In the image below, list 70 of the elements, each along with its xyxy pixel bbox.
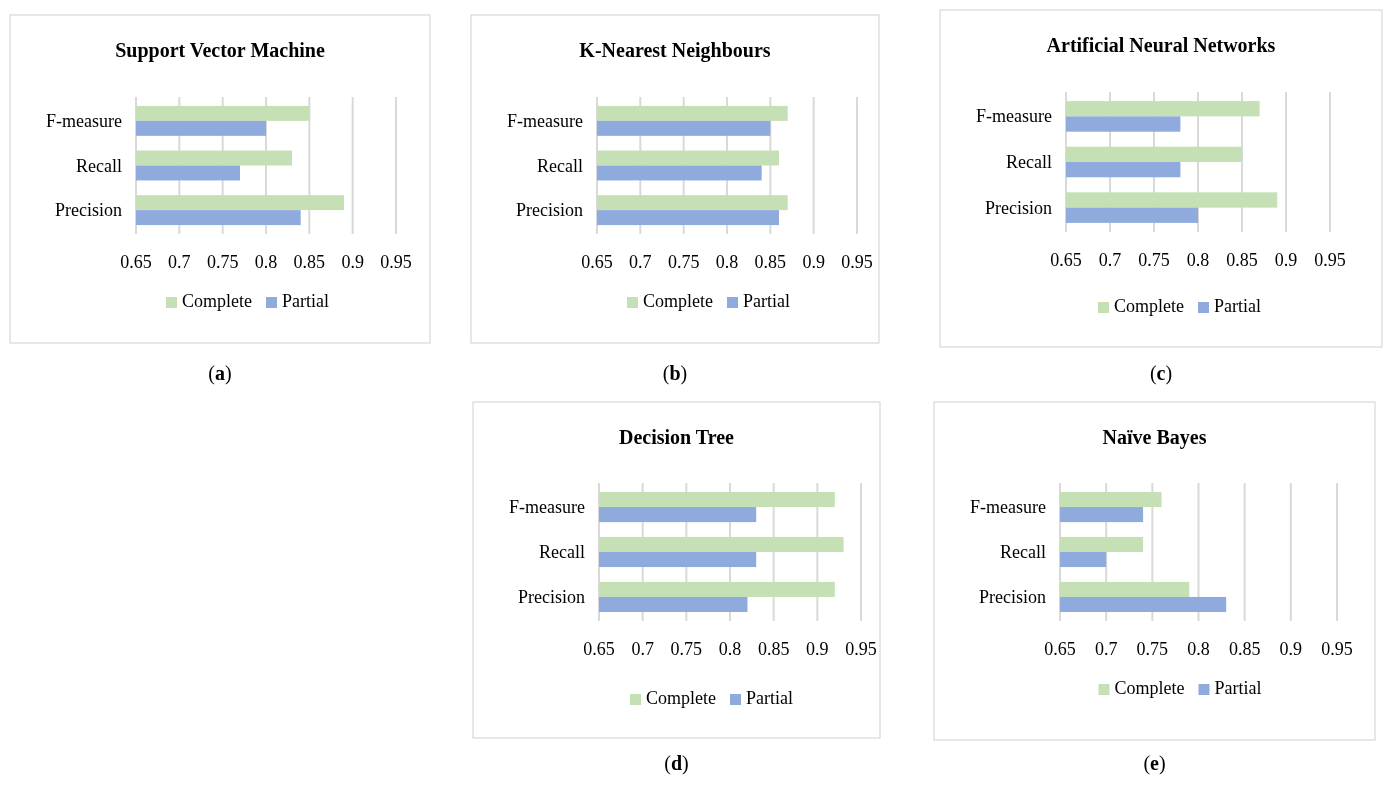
x-tick-label: 0.9 [341,252,364,272]
y-tick-label: Precision [516,200,583,221]
x-tick-label: 0.85 [1228,639,1261,659]
x-tick-label: 0.75 [1136,639,1169,659]
x-tick-label: 0.8 [1187,639,1210,659]
x-tick-label: 0.95 [380,252,412,272]
x-tick-label: 0.95 [1314,250,1346,270]
x-tick-label: 0.8 [718,639,742,659]
x-tick-label: 0.75 [1138,250,1170,270]
text: (c) [1149,362,1173,385]
x-tick-label: 0.85 [757,639,790,659]
legend-label: Complete [646,688,716,708]
chart-title: Decision Tree [619,426,735,448]
y-tick-label: F-measure [509,497,585,518]
chart-title: Naïve Bayes [1102,426,1207,449]
y-tick-label: Precision [985,197,1052,218]
text: (a) [208,362,232,385]
text: (d) [664,752,689,775]
y-tick-label: Precision [979,586,1046,607]
x-tick-label: 0.75 [667,252,700,272]
legend-label: Complete [643,291,713,311]
y-tick-label: Recall [1000,542,1046,562]
y-tick-label: F-measure [46,110,122,131]
y-tick-label: Recall [1006,152,1052,172]
text: (e) [1143,752,1166,775]
y-tick-label: Recall [537,155,583,176]
x-tick-label: 0.85 [1226,250,1258,270]
legend-label: Partial [746,688,793,708]
text: (b) [662,362,688,385]
chart-title: Support Vector Machine [115,39,325,62]
x-tick-label: 0.8 [254,252,278,272]
x-tick-label: 0.7 [631,639,654,659]
chart-title: Artificial Neural Networks [1046,34,1276,56]
x-tick-label: 0.9 [1279,639,1303,659]
x-tick-label: 0.7 [629,252,652,272]
legend-label: Complete [1114,296,1184,316]
x-tick-label: 0.65 [583,639,615,659]
legend-label: Partial [743,291,790,311]
legend-label: Partial [1214,678,1262,698]
legend-label: Partial [282,291,329,311]
x-tick-label: 0.65 [1044,639,1076,659]
x-tick-label: 0.95 [845,639,877,659]
x-tick-label: 0.85 [293,252,326,272]
x-tick-label: 0.9 [802,252,825,272]
y-tick-label: F-measure [970,497,1046,518]
x-tick-label: 0.8 [1186,250,1210,270]
legend-label: Complete [1114,678,1185,698]
x-tick-label: 0.7 [1098,250,1122,270]
y-tick-label: Recall [76,155,122,176]
x-tick-label: 0.85 [754,252,787,272]
x-tick-label: 0.75 [206,252,239,272]
legend-label: Partial [1214,296,1261,316]
x-tick-label: 0.8 [715,252,739,272]
x-tick-label: 0.65 [1050,250,1082,270]
x-tick-label: 0.95 [1321,639,1353,659]
x-tick-label: 0.9 [806,639,829,659]
y-tick-label: F-measure [507,110,583,131]
y-tick-label: Precision [518,586,585,607]
chart-title: K-Nearest Neighbours [579,39,771,62]
x-tick-label: 0.65 [581,252,613,272]
y-tick-label: F-measure [976,106,1052,127]
y-tick-label: Recall [539,542,585,562]
x-tick-label: 0.65 [120,252,152,272]
x-tick-label: 0.9 [1274,250,1298,270]
x-tick-label: 0.75 [670,639,703,659]
x-tick-label: 0.7 [1094,639,1118,659]
legend-label: Complete [182,291,252,311]
x-tick-label: 0.7 [168,252,191,272]
x-tick-label: 0.95 [841,252,873,272]
y-tick-label: Precision [55,200,122,221]
